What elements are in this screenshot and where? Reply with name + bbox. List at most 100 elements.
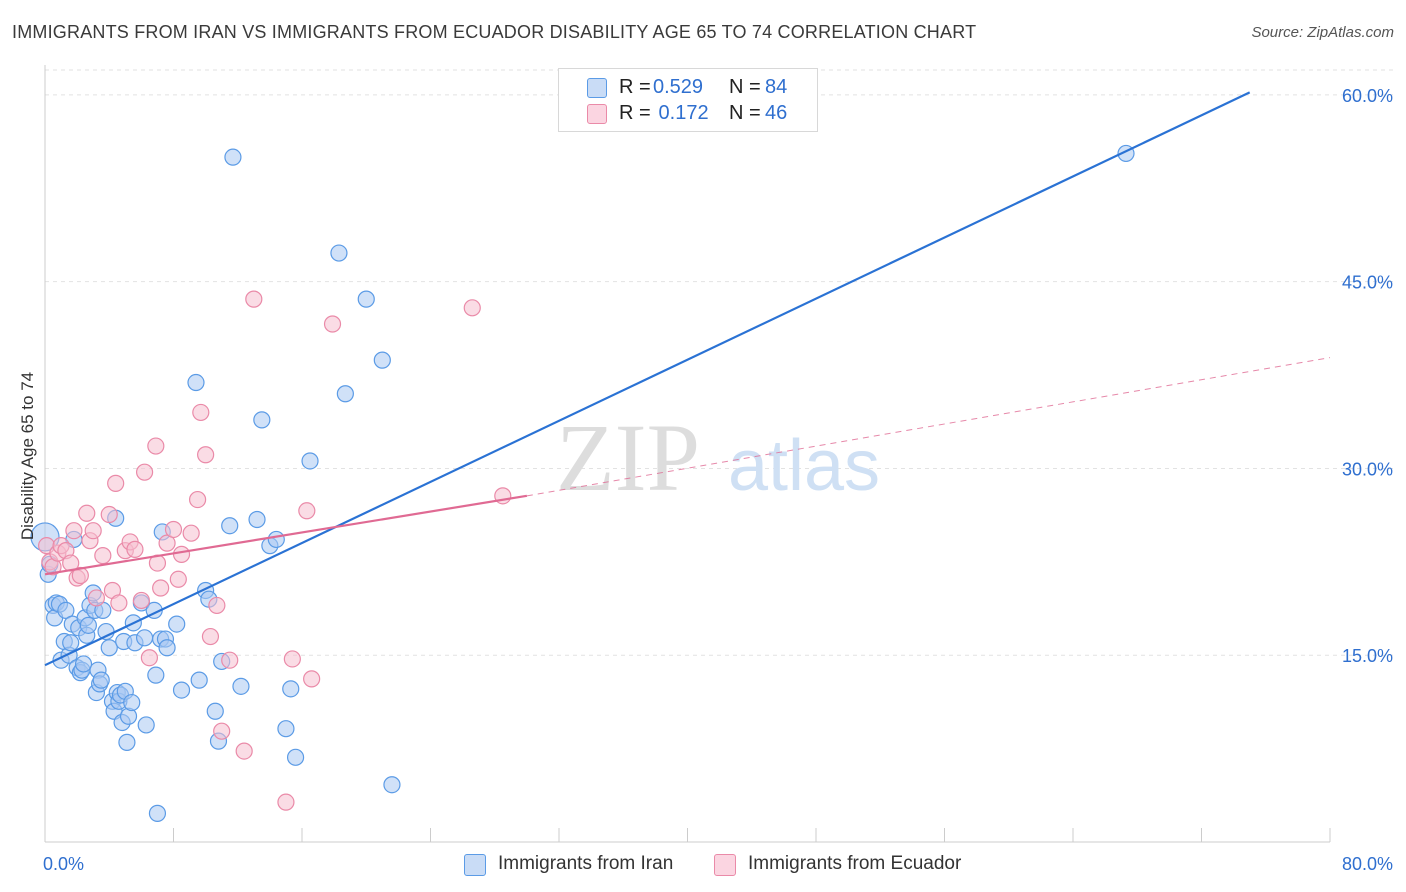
ecuador-swatch bbox=[587, 104, 607, 124]
iran-legend-swatch bbox=[464, 854, 486, 876]
ecuador-point bbox=[110, 594, 128, 612]
ecuador-trend-extension bbox=[526, 357, 1331, 497]
legend-label-ecuador: Immigrants from Ecuador bbox=[748, 853, 962, 874]
stats-legend: R = 0.529 N = 84 R = 0.172 N = 46 bbox=[558, 68, 818, 132]
n-label: N = bbox=[729, 76, 761, 98]
iran-point bbox=[92, 671, 110, 689]
watermark-atlas: atlas bbox=[728, 426, 880, 506]
n-value: 46 bbox=[765, 102, 788, 124]
y-tick-label: 15.0% bbox=[1342, 646, 1393, 666]
iran-point bbox=[74, 655, 93, 673]
r-value: 0.172 bbox=[653, 102, 709, 124]
r-value: 0.529 bbox=[653, 76, 704, 98]
iran-point bbox=[373, 351, 391, 369]
iran-point bbox=[330, 244, 348, 262]
axes bbox=[44, 65, 1331, 843]
iran-point bbox=[232, 677, 250, 695]
iran-point bbox=[158, 639, 176, 657]
regression-lines bbox=[44, 91, 1331, 667]
y-tick-label: 45.0% bbox=[1342, 273, 1393, 293]
iran-trend-line bbox=[44, 91, 1251, 667]
iran-point bbox=[62, 634, 80, 652]
iran-point bbox=[79, 616, 97, 634]
ecuador-point bbox=[65, 522, 83, 540]
iran-point bbox=[248, 510, 266, 529]
iran-point bbox=[137, 716, 155, 734]
series-legend: Immigrants from Iran Immigrants from Ecu… bbox=[0, 852, 1406, 878]
ecuador-point bbox=[298, 502, 316, 520]
ecuador-point bbox=[323, 315, 342, 333]
ecuador-point bbox=[213, 722, 231, 740]
ecuador-point bbox=[208, 596, 226, 615]
ecuador-point bbox=[78, 504, 96, 522]
tick-labels: 15.0% 30.0% 45.0% 60.0% 0.0% 80.0% bbox=[43, 86, 1393, 874]
iran-point bbox=[118, 733, 136, 751]
ecuador-point bbox=[201, 627, 220, 646]
iran-point bbox=[123, 693, 141, 712]
ecuador-point bbox=[132, 591, 150, 610]
r-label: R = bbox=[619, 102, 651, 124]
ecuador-point bbox=[245, 290, 263, 308]
ecuador-point bbox=[126, 540, 144, 558]
iran-point bbox=[357, 290, 375, 308]
iran-point bbox=[253, 411, 271, 429]
ecuador-point bbox=[182, 524, 200, 542]
iran-point bbox=[282, 680, 300, 698]
watermark-zip: ZIP bbox=[556, 404, 700, 511]
iran-point bbox=[267, 530, 285, 549]
grid-lines bbox=[45, 69, 1395, 656]
ecuador-point bbox=[169, 570, 187, 588]
iran-point bbox=[148, 804, 167, 822]
ecuador-point bbox=[107, 474, 125, 492]
ecuador-point bbox=[188, 490, 207, 509]
chart-title: IMMIGRANTS FROM IRAN VS IMMIGRANTS FROM … bbox=[12, 22, 977, 42]
ecuador-point bbox=[87, 589, 106, 607]
iran-point bbox=[301, 452, 319, 470]
y-axis-label: Disability Age 65 to 74 bbox=[18, 371, 37, 541]
ecuador-point bbox=[197, 446, 215, 464]
ecuador-legend-swatch bbox=[714, 854, 736, 876]
iran-point bbox=[221, 517, 239, 535]
r-label: R = bbox=[619, 76, 651, 98]
x-tick-label: 0.0% bbox=[43, 854, 84, 874]
iran-point bbox=[187, 373, 205, 392]
ecuador-point bbox=[164, 520, 183, 539]
x-tick-label: 80.0% bbox=[1342, 854, 1393, 874]
ecuador-point bbox=[463, 299, 481, 317]
iran-swatch bbox=[587, 78, 607, 98]
ecuador-trend-line bbox=[44, 494, 528, 576]
n-label: N = bbox=[729, 102, 761, 124]
iran-point bbox=[383, 776, 401, 794]
ecuador-point bbox=[140, 649, 159, 667]
ecuador-point bbox=[100, 505, 118, 524]
iran-point bbox=[100, 639, 118, 657]
ecuador-point bbox=[192, 403, 210, 422]
ecuador-point bbox=[303, 670, 321, 688]
iran-point bbox=[147, 666, 165, 684]
ecuador-point bbox=[221, 651, 239, 669]
iran-point bbox=[277, 720, 295, 738]
n-value: 84 bbox=[765, 76, 788, 98]
iran-point bbox=[336, 385, 354, 403]
iran-point bbox=[135, 629, 154, 647]
legend-label-iran: Immigrants from Iran bbox=[498, 853, 674, 874]
ecuador-point bbox=[94, 547, 112, 565]
ecuador-point bbox=[235, 742, 253, 760]
ecuador-point bbox=[147, 437, 165, 455]
ecuador-point bbox=[84, 522, 102, 540]
iran-point bbox=[206, 702, 224, 720]
iran-point bbox=[286, 748, 305, 766]
ecuador-point bbox=[283, 650, 301, 668]
y-tick-label: 60.0% bbox=[1342, 86, 1393, 106]
iran-point bbox=[224, 148, 242, 166]
iran-point bbox=[190, 671, 208, 689]
ecuador-point bbox=[135, 463, 154, 481]
iran-point bbox=[172, 681, 191, 699]
chart-source: Source: ZipAtlas.com bbox=[1251, 24, 1394, 41]
ecuador-point bbox=[152, 579, 170, 597]
y-tick-label: 30.0% bbox=[1342, 459, 1393, 479]
ecuador-point bbox=[172, 545, 191, 563]
ecuador-point bbox=[277, 793, 295, 811]
iran-point bbox=[168, 615, 186, 633]
